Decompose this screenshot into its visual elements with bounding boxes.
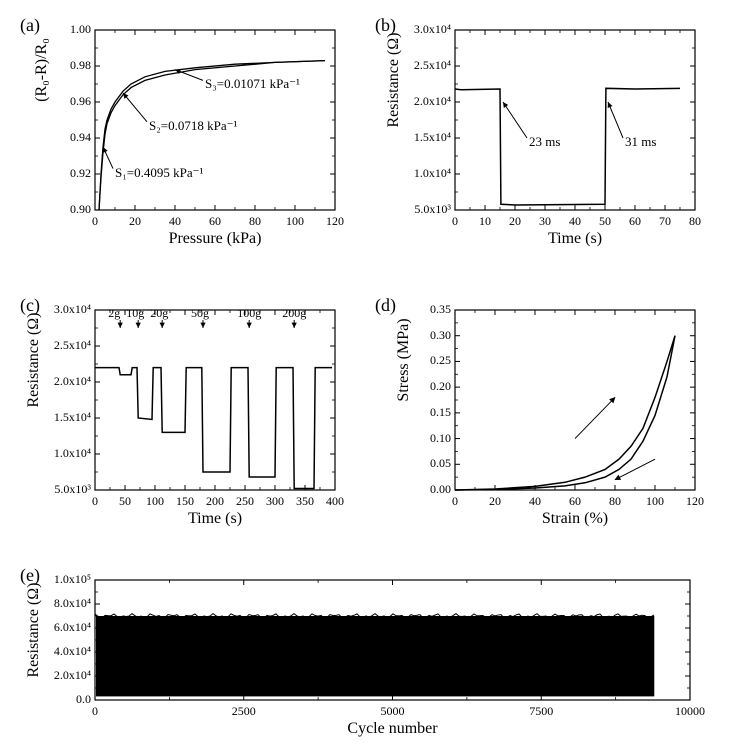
xtick: 60 [195, 214, 235, 229]
panel-c-xlabel: Time (s) [95, 510, 335, 528]
panel-e-xlabel: Cycle number [95, 720, 690, 738]
panel-d-label: (d) [375, 295, 396, 316]
xtick: 120 [315, 214, 355, 229]
ytick: 0.92 [37, 166, 91, 181]
ytick: 3.0x10⁴ [37, 302, 91, 317]
ytick: 2.0x10⁴ [397, 94, 451, 109]
panel-a-anno-1: S₂=0.0718 kPa⁻¹ [149, 118, 237, 134]
panel-a-ylabel: (R₀-R)/R₀ [33, 0, 51, 160]
xtick: 2500 [224, 704, 264, 719]
ytick: 5.0x10³ [397, 202, 451, 217]
panel-b-anno-0: 23 ms [529, 134, 560, 150]
xtick: 120 [675, 494, 715, 509]
panel-c-weight-4: 100g [237, 306, 261, 321]
xtick: 10000 [670, 704, 710, 719]
plot-svg [0, 0, 729, 749]
ytick: 0.00 [397, 482, 451, 497]
panel-a-anno-0: S₁=0.4095 kPa⁻¹ [115, 165, 203, 181]
panel-a-xlabel: Pressure (kPa) [95, 230, 335, 248]
panel-a-anno-2: S₃=0.01071 kPa⁻¹ [205, 76, 300, 92]
ytick: 8.0x10⁴ [37, 596, 91, 611]
panel-c-weight-3: 50g [191, 306, 209, 321]
xtick: 60 [555, 494, 595, 509]
panel-d-ylabel: Stress (MPa) [395, 270, 413, 450]
panel-d-xlabel: Strain (%) [455, 510, 695, 528]
xtick: 5000 [373, 704, 413, 719]
xtick: 7500 [521, 704, 561, 719]
ytick: 1.0x10⁵ [37, 572, 91, 587]
xtick: 80 [675, 214, 715, 229]
panel-b-anno-1: 31 ms [625, 134, 656, 150]
xtick: 20 [115, 214, 155, 229]
ytick: 0.0 [37, 692, 91, 707]
ytick: 3.0x10⁴ [397, 22, 451, 37]
ytick: 0.90 [37, 202, 91, 217]
panel-b-xlabel: Time (s) [455, 230, 695, 248]
ytick: 0.05 [397, 456, 451, 471]
ytick: 6.0x10⁴ [37, 620, 91, 635]
panel-b-ylabel: Resistance (Ω) [385, 0, 403, 170]
ytick: 2.5x10⁴ [37, 338, 91, 353]
panel-c-weight-5: 200g [282, 306, 306, 321]
panel-c-weight-1: 10g [126, 306, 144, 321]
ytick: 1.5x10⁴ [37, 410, 91, 425]
ytick: 2.0x10⁴ [37, 374, 91, 389]
ytick: 4.0x10⁴ [37, 644, 91, 659]
ytick: 2.0x10⁴ [37, 668, 91, 683]
figure-root: (a)0204060801001200.900.920.940.960.981.… [0, 0, 729, 749]
xtick: 100 [635, 494, 675, 509]
xtick: 100 [275, 214, 315, 229]
xtick: 400 [315, 494, 355, 509]
panel-c-weight-0: 2g [108, 306, 120, 321]
panel-c-ylabel: Resistance (Ω) [25, 270, 43, 450]
ytick: 1.0x10⁴ [37, 446, 91, 461]
xtick: 40 [515, 494, 555, 509]
panel-c-weight-2: 20g [150, 306, 168, 321]
xtick: 80 [235, 214, 275, 229]
ytick: 1.0x10⁴ [397, 166, 451, 181]
ytick: 5.0x10³ [37, 482, 91, 497]
xtick: 80 [595, 494, 635, 509]
ytick: 2.5x10⁴ [397, 58, 451, 73]
xtick: 20 [475, 494, 515, 509]
xtick: 40 [155, 214, 195, 229]
ytick: 1.5x10⁴ [397, 130, 451, 145]
panel-e-ylabel: Resistance (Ω) [25, 570, 43, 690]
